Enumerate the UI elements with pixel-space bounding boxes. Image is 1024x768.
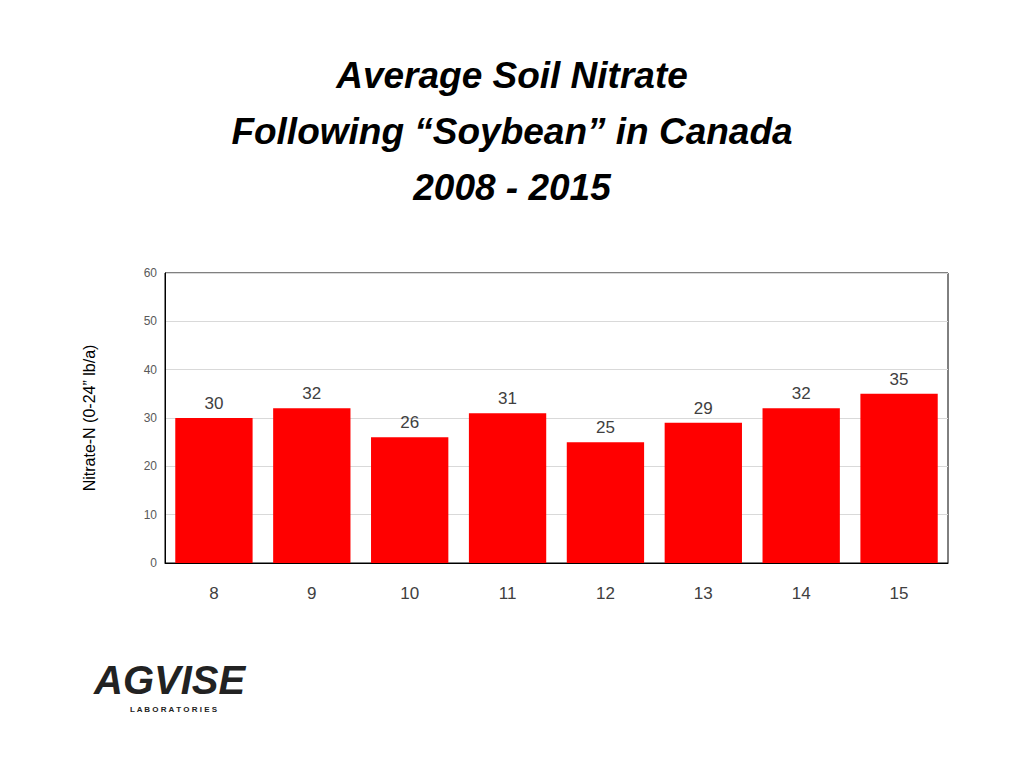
svg-text:Following “Soybean” in Canada: Following “Soybean” in Canada (231, 111, 792, 152)
svg-text:32: 32 (792, 384, 811, 403)
svg-text:10: 10 (400, 584, 419, 603)
svg-text:8: 8 (209, 584, 218, 603)
svg-text:29: 29 (694, 399, 713, 418)
svg-text:20: 20 (144, 459, 158, 473)
svg-text:0: 0 (150, 556, 157, 570)
svg-text:32: 32 (302, 384, 321, 403)
svg-text:11: 11 (499, 584, 517, 603)
svg-text:13: 13 (694, 584, 713, 603)
svg-text:Average Soil Nitrate: Average Soil Nitrate (335, 55, 688, 96)
svg-text:AGVISE: AGVISE (93, 658, 246, 702)
svg-text:31: 31 (498, 389, 517, 408)
svg-text:50: 50 (144, 314, 158, 328)
svg-text:30: 30 (204, 394, 223, 413)
svg-text:14: 14 (792, 584, 811, 603)
svg-text:15: 15 (890, 584, 909, 603)
svg-text:26: 26 (400, 413, 419, 432)
svg-text:60: 60 (144, 266, 158, 280)
svg-text:35: 35 (890, 370, 909, 389)
svg-text:12: 12 (596, 584, 615, 603)
svg-text:30: 30 (144, 411, 158, 425)
svg-text:9: 9 (307, 584, 316, 603)
svg-text:2008 - 2015: 2008 - 2015 (412, 167, 612, 208)
svg-text:25: 25 (596, 418, 615, 437)
svg-text:10: 10 (144, 508, 158, 522)
svg-text:40: 40 (144, 363, 158, 377)
svg-text:Nitrate-N (0-24” lb/a): Nitrate-N (0-24” lb/a) (81, 345, 98, 492)
svg-text:L A B O R A T O R I E S: L A B O R A T O R I E S (130, 705, 218, 714)
